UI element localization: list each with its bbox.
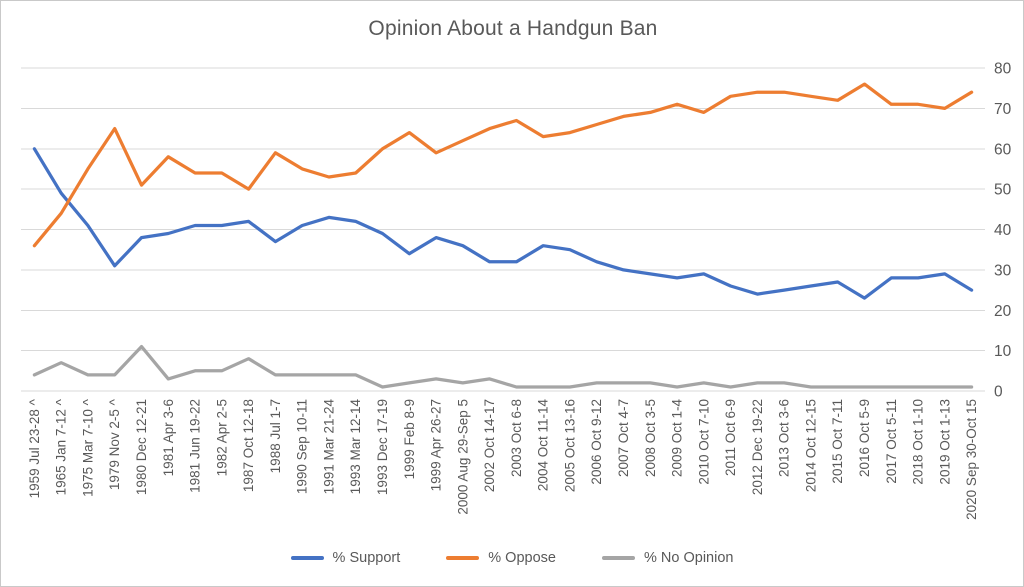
series-line-support [32, 147, 974, 300]
x-axis-label: 1981 Jun 19-22 [188, 399, 203, 493]
x-axis-label: 2005 Oct 13-16 [562, 399, 577, 492]
x-axis-label: 1993 Dec 17-19 [375, 399, 390, 495]
x-axis-label: 2000 Aug 29-Sep 5 [455, 399, 470, 515]
x-axis-label: 2008 Oct 3-5 [643, 399, 658, 477]
y-axis-tick-label: 40 [994, 222, 1012, 239]
x-axis-label: 2020 Sep 30-Oct 15 [964, 399, 979, 520]
y-axis-tick-label: 60 [994, 141, 1012, 158]
chart-legend: % Support % Oppose % No Opinion [1, 550, 1023, 566]
x-axis-label: 2013 Oct 3-6 [777, 399, 792, 477]
legend-line-oppose-icon [446, 556, 480, 560]
x-axis-label: 2009 Oct 1-4 [670, 399, 685, 478]
y-axis-tick-label: 0 [994, 384, 1003, 401]
legend-line-support-icon [290, 556, 324, 560]
x-axis-label: 1990 Sep 10-11 [295, 399, 310, 494]
y-axis-tick-label: 20 [994, 303, 1012, 320]
x-axis-label: 2014 Oct 12-15 [803, 399, 818, 492]
legend-item-no-opinion: % No Opinion [601, 550, 734, 566]
x-axis-label: 2016 Oct 5-9 [857, 399, 872, 477]
x-axis-label: 1965 Jan 7-12 ^ [54, 398, 69, 495]
y-axis-tick-label: 50 [994, 182, 1012, 199]
legend-line-no-opinion-icon [601, 556, 635, 560]
x-axis-label: 1987 Oct 12-18 [241, 399, 256, 492]
x-axis-label: 2010 Oct 7-10 [696, 399, 711, 485]
x-axis-label: 2018 Oct 1-10 [911, 399, 926, 485]
x-axis-label: 1982 Apr 2-5 [214, 399, 229, 476]
series-line-no-opinion [32, 344, 974, 389]
x-axis-label: 2017 Oct 5-11 [884, 399, 899, 484]
y-axis-tick-label: 30 [994, 262, 1012, 279]
x-axis-label: 2006 Oct 9-12 [589, 399, 604, 485]
y-axis-tick-label: 10 [994, 343, 1012, 360]
x-axis-label: 2007 Oct 4-7 [616, 399, 631, 477]
x-axis-label: 1988 Jul 1-7 [268, 399, 283, 473]
x-axis-label: 2015 Oct 7-11 [830, 399, 845, 484]
legend-label-no-opinion: % No Opinion [643, 550, 734, 566]
chart-title: Opinion About a Handgun Ban [368, 17, 658, 40]
x-axis-label: 1999 Apr 26-27 [429, 399, 444, 491]
x-axis-label: 1981 Apr 3-6 [161, 399, 176, 476]
x-axis-label: 1993 Mar 12-14 [348, 399, 363, 495]
x-axis-label: 2019 Oct 1-13 [937, 399, 952, 485]
x-axis-label: 1991 Mar 21-24 [321, 399, 336, 495]
legend-label-support: % Support [332, 550, 401, 566]
y-axis-tick-label: 70 [994, 101, 1012, 118]
line-chart-plot: 0 10 20 30 40 50 60 70 80 1959 Jul 23-28 ^ 1965 Ja… [21, 61, 1012, 520]
legend-item-support: % Support [290, 550, 401, 566]
x-axis-label: 1980 Dec 12-21 [134, 399, 149, 495]
x-axis-label: 2002 Oct 14-17 [482, 399, 497, 492]
legend-item-oppose: % Oppose [446, 550, 556, 566]
x-axis-label: 2011 Oct 6-9 [723, 399, 738, 476]
x-axis-label: 1999 Feb 8-9 [402, 399, 417, 479]
legend-label-oppose: % Oppose [488, 550, 556, 566]
x-axis-label: 1975 Mar 7-10 ^ [80, 398, 95, 497]
x-axis-label: 2012 Dec 19-22 [750, 399, 765, 495]
y-axis-tick-label: 80 [994, 61, 1012, 78]
x-axis-label: 2003 Oct 6-8 [509, 399, 524, 477]
x-axis-label: 1979 Nov 2-5 ^ [107, 398, 122, 490]
x-axis-label: 2004 Oct 11-14 [536, 399, 551, 492]
series-line-oppose [32, 82, 974, 248]
x-axis-label: 1959 Jul 23-28 ^ [27, 398, 42, 498]
